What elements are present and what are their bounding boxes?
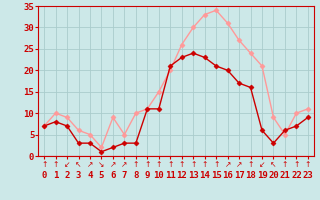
Text: ↑: ↑ [52,160,59,169]
Text: ↑: ↑ [167,160,173,169]
Text: ↑: ↑ [41,160,47,169]
Text: ↘: ↘ [98,160,105,169]
Text: ↑: ↑ [144,160,150,169]
Text: ↑: ↑ [190,160,196,169]
Text: ↗: ↗ [121,160,128,169]
Text: ↙: ↙ [64,160,70,169]
Text: ↗: ↗ [110,160,116,169]
Text: ↗: ↗ [87,160,93,169]
Text: ↗: ↗ [224,160,231,169]
Text: ↑: ↑ [213,160,219,169]
Text: ↑: ↑ [202,160,208,169]
Text: ↖: ↖ [270,160,277,169]
Text: ↑: ↑ [133,160,139,169]
Text: ↑: ↑ [293,160,300,169]
Text: ↑: ↑ [156,160,162,169]
Text: ↖: ↖ [75,160,82,169]
Text: ↑: ↑ [247,160,254,169]
Text: ↑: ↑ [282,160,288,169]
Text: ↑: ↑ [179,160,185,169]
Text: ↑: ↑ [305,160,311,169]
Text: ↙: ↙ [259,160,265,169]
Text: ↗: ↗ [236,160,242,169]
